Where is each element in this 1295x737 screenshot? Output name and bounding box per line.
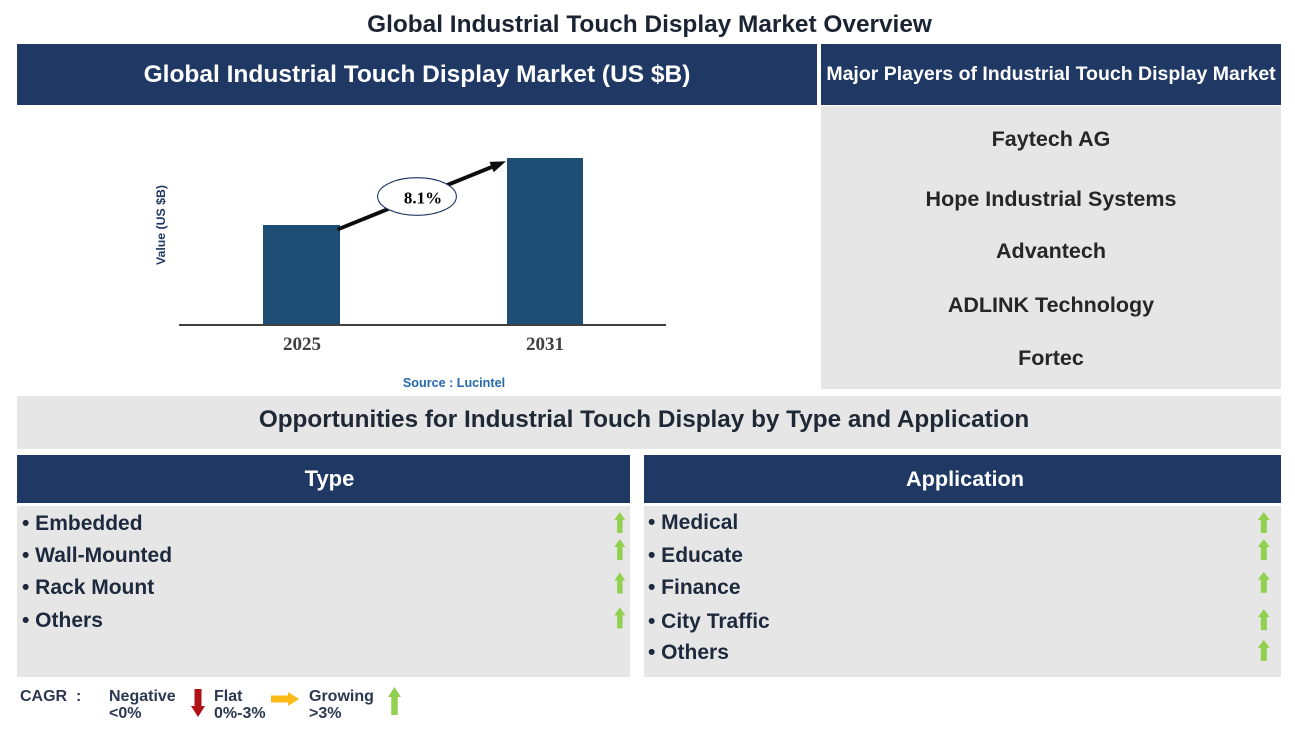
svg-text:8.1%: 8.1%	[404, 189, 442, 208]
